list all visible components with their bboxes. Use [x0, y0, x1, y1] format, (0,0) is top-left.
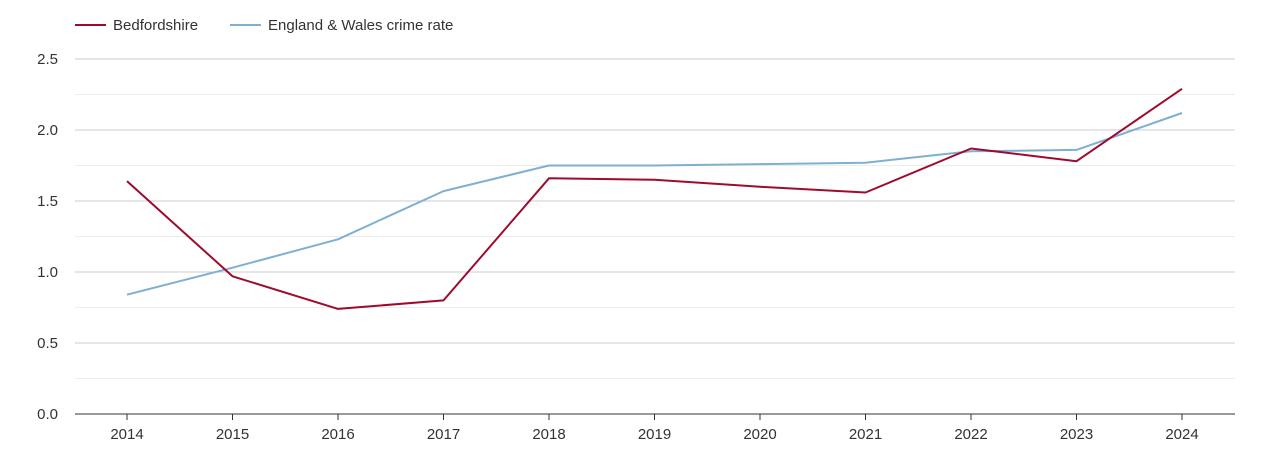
series-lines	[121, 83, 1188, 315]
legend-item-bedfordshire[interactable]: Bedfordshire	[75, 17, 198, 34]
y-tick-label: 0.0	[37, 406, 58, 423]
data-point-bedfordshire[interactable]	[438, 294, 450, 306]
data-point-bedfordshire[interactable]	[227, 270, 239, 282]
data-point-england-wales-crime-rate[interactable]	[1176, 107, 1188, 119]
data-point-england-wales-crime-rate[interactable]	[754, 158, 766, 170]
data-point-bedfordshire[interactable]	[332, 303, 344, 315]
data-point-bedfordshire[interactable]	[860, 186, 872, 198]
gridlines	[75, 58, 1235, 379]
legend-label-england-wales: England & Wales crime rate	[268, 17, 453, 34]
series-line-bedfordshire[interactable]	[126, 87, 1183, 310]
data-point-bedfordshire[interactable]	[1071, 155, 1083, 167]
data-point-bedfordshire[interactable]	[121, 175, 133, 187]
x-tick-label: 2019	[638, 426, 671, 443]
y-tick-label: 0.5	[37, 335, 58, 352]
data-point-bedfordshire[interactable]	[543, 172, 555, 184]
x-tick-label: 2020	[743, 426, 776, 443]
x-tick-label: 2016	[321, 426, 354, 443]
x-tick-label: 2023	[1060, 426, 1093, 443]
data-point-england-wales-crime-rate[interactable]	[332, 233, 344, 245]
x-tick-label: 2024	[1165, 426, 1198, 443]
x-tick-label: 2015	[216, 426, 249, 443]
x-tick-label: 2014	[110, 426, 143, 443]
data-point-england-wales-crime-rate[interactable]	[1071, 144, 1083, 156]
x-tick-label: 2018	[532, 426, 565, 443]
y-axis: 0.0 0.5 1.0 1.5 2.0 2.5	[37, 51, 58, 423]
legend: Bedfordshire England & Wales crime rate	[75, 17, 453, 34]
data-point-england-wales-crime-rate[interactable]	[438, 185, 450, 197]
y-tick-label: 2.0	[37, 122, 58, 139]
data-point-bedfordshire[interactable]	[754, 181, 766, 193]
x-axis: 2014 2015 2016 2017 2018 2019 2020 2021 2022 2023…	[75, 413, 1235, 443]
data-point-bedfordshire[interactable]	[965, 142, 977, 154]
data-point-england-wales-crime-rate[interactable]	[860, 157, 872, 169]
y-tick-label: 2.5	[37, 51, 58, 68]
y-tick-label: 1.5	[37, 193, 58, 210]
y-tick-label: 1.0	[37, 264, 58, 281]
data-point-bedfordshire[interactable]	[649, 174, 661, 186]
data-point-england-wales-crime-rate[interactable]	[649, 160, 661, 172]
x-tick-label: 2017	[427, 426, 460, 443]
x-tick-label: 2021	[849, 426, 882, 443]
data-point-bedfordshire[interactable]	[1176, 83, 1188, 95]
x-tick-label: 2022	[954, 426, 987, 443]
series-line-england-wales-crime-rate[interactable]	[126, 112, 1183, 296]
legend-label-bedfordshire: Bedfordshire	[113, 17, 198, 34]
data-point-england-wales-crime-rate[interactable]	[121, 289, 133, 301]
legend-item-england-wales[interactable]: England & Wales crime rate	[230, 17, 453, 34]
data-point-england-wales-crime-rate[interactable]	[543, 160, 555, 172]
